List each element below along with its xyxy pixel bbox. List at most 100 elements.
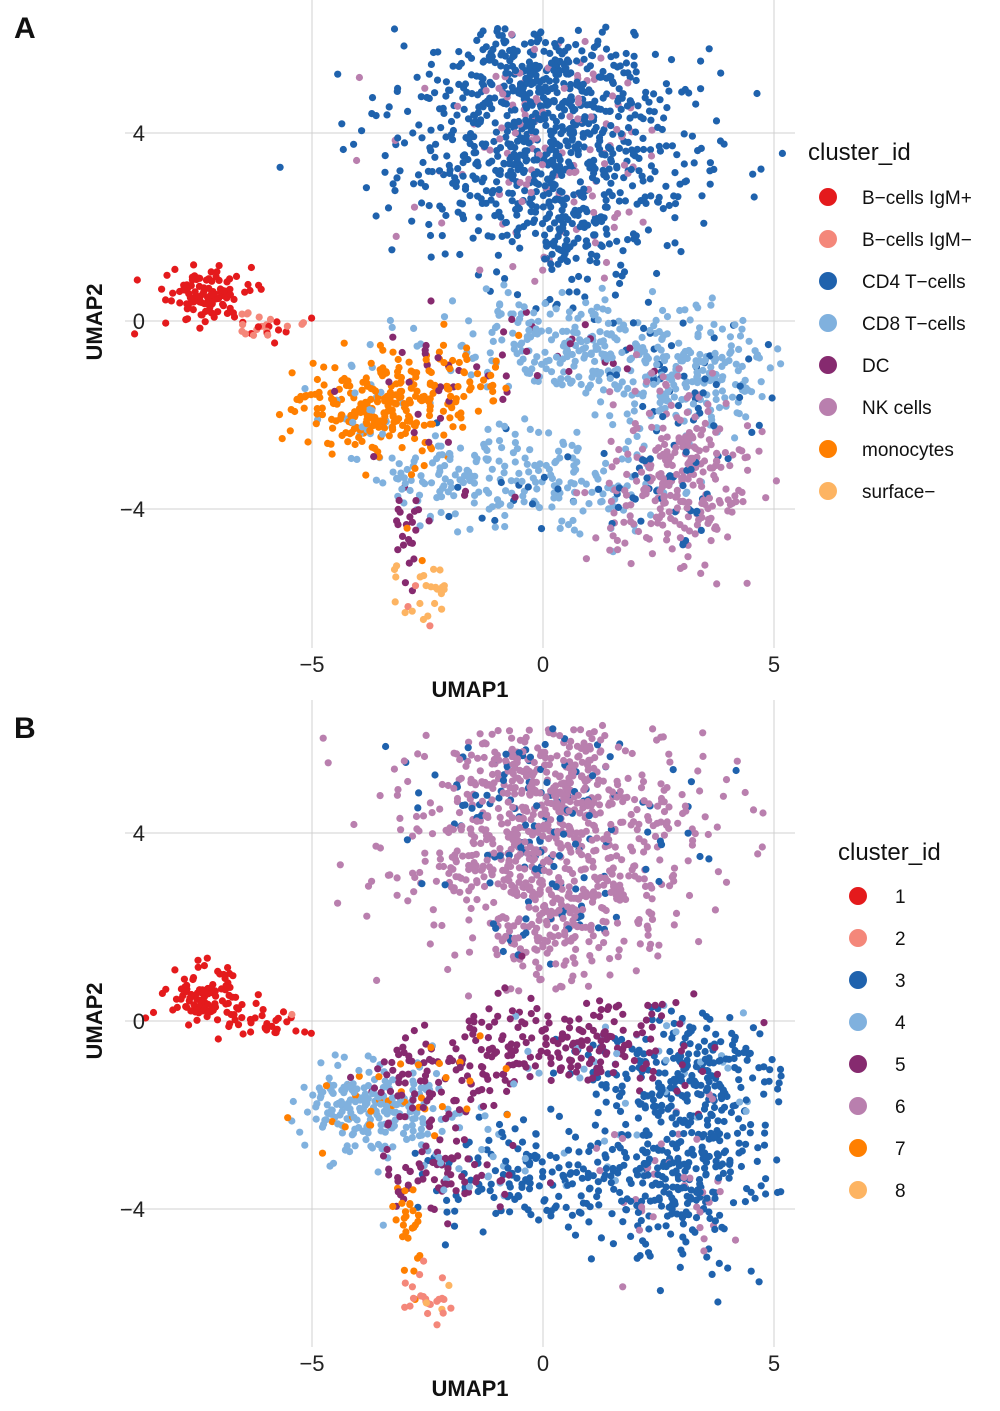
scatter-point	[375, 453, 383, 461]
scatter-point	[606, 412, 614, 420]
scatter-point	[369, 1055, 377, 1063]
scatter-point	[436, 464, 444, 472]
scatter-point	[286, 427, 294, 435]
scatter-point	[646, 944, 654, 953]
scatter-point	[593, 303, 601, 311]
scatter-point	[710, 1103, 719, 1112]
scatter-point	[355, 1124, 363, 1132]
scatter-point	[648, 915, 657, 924]
scatter-point	[389, 468, 397, 476]
scatter-point	[412, 373, 420, 381]
scatter-point	[640, 324, 648, 332]
scatter-point	[404, 897, 412, 905]
scatter-point	[545, 327, 553, 335]
scatter-point	[338, 120, 346, 128]
scatter-point	[430, 382, 438, 390]
legend-swatch	[819, 398, 837, 416]
scatter-point	[429, 906, 437, 914]
scatter-point	[572, 1068, 581, 1076]
scatter-point	[373, 976, 381, 985]
scatter-point	[564, 1223, 573, 1231]
scatter-point	[640, 347, 649, 355]
scatter-point	[591, 411, 599, 419]
scatter-point	[605, 505, 613, 513]
scatter-point	[695, 1043, 703, 1051]
scatter-point	[508, 83, 516, 91]
scatter-point	[532, 1130, 540, 1138]
scatter-point	[249, 331, 258, 339]
scatter-point	[426, 406, 434, 414]
scatter-point	[398, 348, 406, 357]
scatter-point	[522, 134, 530, 142]
scatter-point	[670, 192, 678, 200]
scatter-point	[569, 1039, 578, 1047]
scatter-point	[650, 380, 658, 388]
scatter-point	[598, 28, 606, 36]
scatter-point	[556, 524, 564, 533]
scatter-point	[731, 321, 739, 329]
scatter-point	[633, 1030, 641, 1038]
scatter-point	[454, 102, 462, 110]
scatter-point	[510, 118, 518, 126]
scatter-point	[760, 1078, 769, 1086]
scatter-point	[646, 1197, 655, 1205]
scatter-point	[490, 137, 498, 146]
scatter-point	[623, 365, 631, 373]
scatter-point	[491, 363, 500, 371]
scatter-point	[564, 453, 572, 461]
scatter-point	[590, 847, 598, 855]
scatter-point	[472, 175, 480, 183]
scatter-point	[597, 736, 605, 744]
scatter-point	[604, 143, 613, 151]
scatter-point	[647, 152, 656, 160]
scatter-point	[491, 523, 499, 531]
scatter-point	[620, 518, 628, 526]
scatter-point	[731, 1236, 740, 1244]
scatter-point	[606, 955, 614, 963]
scatter-point	[657, 1012, 666, 1020]
scatter-point	[501, 462, 509, 470]
scatter-point	[449, 356, 457, 365]
scatter-point	[639, 778, 648, 786]
scatter-point	[550, 66, 558, 74]
scatter-point	[616, 1107, 625, 1115]
scatter-point	[706, 1015, 714, 1023]
scatter-point	[543, 949, 551, 957]
scatter-point	[524, 1047, 532, 1055]
scatter-point	[613, 237, 621, 245]
scatter-point	[592, 219, 600, 227]
scatter-point	[700, 1037, 709, 1045]
scatter-point	[688, 1226, 697, 1234]
scatter-point	[539, 832, 547, 840]
scatter-point	[540, 473, 549, 481]
scatter-point	[518, 803, 527, 811]
scatter-point	[547, 336, 556, 344]
scatter-point	[463, 896, 471, 904]
scatter-point	[254, 323, 262, 331]
scatter-point	[500, 99, 508, 107]
scatter-point	[577, 773, 586, 781]
scatter-point	[355, 433, 363, 441]
scatter-point	[621, 1099, 630, 1107]
scatter-point	[333, 1100, 341, 1108]
scatter-point	[551, 924, 560, 932]
scatter-point	[601, 160, 609, 168]
scatter-point	[585, 730, 593, 738]
scatter-point	[408, 1104, 417, 1112]
scatter-point	[438, 1127, 446, 1135]
scatter-point	[408, 217, 416, 225]
scatter-point	[474, 91, 482, 99]
scatter-point	[661, 404, 669, 412]
scatter-point	[470, 499, 478, 507]
scatter-point	[588, 836, 596, 844]
scatter-point	[518, 198, 526, 206]
scatter-point	[583, 275, 592, 283]
scatter-point	[362, 184, 370, 192]
scatter-point	[515, 301, 523, 309]
scatter-point	[491, 94, 499, 102]
scatter-point	[386, 316, 394, 325]
scatter-point	[754, 1144, 762, 1152]
scatter-point	[695, 938, 703, 946]
scatter-point	[757, 1182, 765, 1190]
scatter-point	[656, 505, 664, 513]
